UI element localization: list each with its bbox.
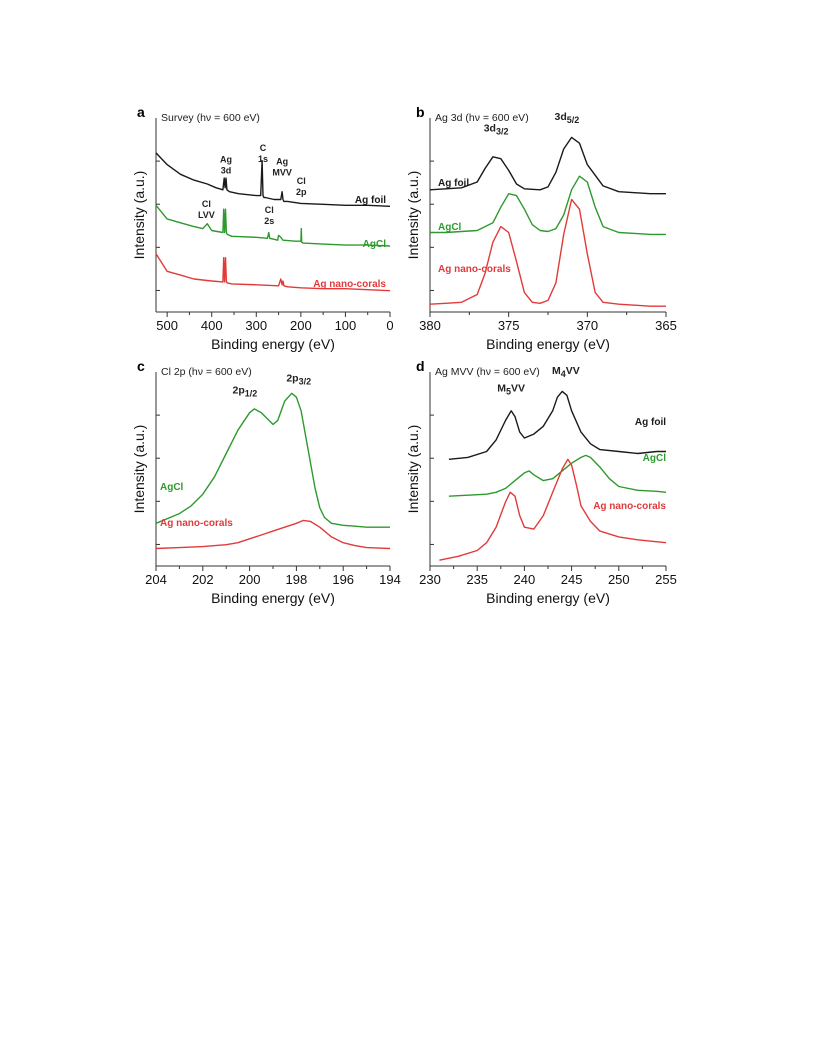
y-axis-label: Intensity (a.u.) <box>131 171 147 260</box>
peak-annotation: Ag <box>276 157 288 167</box>
peak-annotation: 2s <box>264 216 274 226</box>
x-tick-label: 200 <box>290 318 312 333</box>
peak-annotation: 3d <box>221 166 232 176</box>
series-line-agcl <box>448 454 667 497</box>
x-axis-label: Binding energy (eV) <box>211 590 335 606</box>
x-tick-label: 240 <box>514 572 536 587</box>
peak-annotation: 1s <box>258 154 268 164</box>
series-label: AgCl <box>438 222 462 233</box>
peak-annotation: LVV <box>198 210 215 220</box>
series-label: Ag foil <box>355 195 386 206</box>
peak-annotation: MVV <box>272 168 292 178</box>
series-label: Ag nano-corals <box>593 501 666 512</box>
x-axis-label: Binding energy (eV) <box>486 590 610 606</box>
panel-letter: d <box>416 358 425 374</box>
panel-title: Ag MVV (hν = 600 eV) <box>435 366 540 378</box>
peak-annotation: 2p <box>296 187 307 197</box>
series-line-agcl <box>430 175 666 236</box>
x-tick-label: 250 <box>608 572 630 587</box>
panel-b: 380 375 370 365 Binding energy (eV) Intensity… <box>405 104 677 352</box>
x-tick-label: 196 <box>332 572 354 587</box>
peak-annotation: 3d5/2 <box>554 111 579 125</box>
x-tick-label: 380 <box>419 318 441 333</box>
series-label: AgCl <box>643 453 667 464</box>
panel-letter: b <box>416 104 425 120</box>
peak-annotation: Cl <box>265 205 274 215</box>
series-label: Ag nano-corals <box>313 279 386 290</box>
peak-annotation: 2p3/2 <box>286 373 311 387</box>
series-line-ag-foil <box>448 390 666 460</box>
series-line-ag-foil <box>429 136 666 195</box>
peak-annotation: M5VV <box>497 382 525 396</box>
panel-c: 204 202 200 198 196 194 Binding energy (eV) Int… <box>131 358 401 606</box>
y-axis-label: Intensity (a.u.) <box>405 425 421 514</box>
peak-annotation: C <box>260 143 267 153</box>
x-axis-label: Binding energy (eV) <box>486 336 610 352</box>
series-line-agcl <box>155 392 390 528</box>
panel-letter: a <box>137 104 145 120</box>
panel-letter: c <box>137 358 145 374</box>
series-line-agcl <box>155 204 391 247</box>
x-tick-label: 0 <box>386 318 393 333</box>
x-tick-label: 202 <box>192 572 214 587</box>
x-tick-label: 200 <box>239 572 261 587</box>
series-line-ag-nano-corals <box>429 198 666 307</box>
series-label: Ag nano-corals <box>160 518 233 529</box>
panel-title: Cl 2p (hν = 600 eV) <box>161 366 252 378</box>
series-label: Ag nano-corals <box>438 264 511 275</box>
x-tick-label: 235 <box>466 572 488 587</box>
series-line-ag-nano-corals <box>155 519 391 550</box>
x-tick-label: 500 <box>156 318 178 333</box>
y-axis-label: Intensity (a.u.) <box>405 171 421 260</box>
x-tick-label: 194 <box>379 572 401 587</box>
peak-annotation: 2p1/2 <box>233 384 258 398</box>
x-tick-label: 204 <box>145 572 167 587</box>
peak-annotation: 3d3/2 <box>484 123 509 137</box>
panel-a: 500 400 300 200 100 0 Binding energy (eV) Inten… <box>131 104 394 352</box>
panel-title: Ag 3d (hν = 600 eV) <box>435 112 529 124</box>
series-line-ag-foil <box>155 152 391 207</box>
peak-annotation: Ag <box>220 155 232 165</box>
panel-title: Survey (hν = 600 eV) <box>161 112 260 124</box>
x-tick-label: 255 <box>655 572 677 587</box>
x-tick-label: 300 <box>245 318 267 333</box>
x-tick-label: 370 <box>576 318 598 333</box>
series-line-ag-nano-corals <box>155 253 391 292</box>
panel-d: 230 235 240 245 250 255 Binding energy (eV) Int… <box>405 358 677 606</box>
series-label: Ag foil <box>635 417 666 428</box>
peak-annotation: M4VV <box>552 365 580 379</box>
x-tick-label: 400 <box>201 318 223 333</box>
series-label: Ag foil <box>438 178 469 189</box>
y-axis-label: Intensity (a.u.) <box>131 425 147 514</box>
x-tick-label: 198 <box>286 572 308 587</box>
x-tick-label: 100 <box>335 318 357 333</box>
x-tick-label: 365 <box>655 318 677 333</box>
series-label: AgCl <box>363 239 387 250</box>
series-line-ag-nano-corals <box>439 458 667 561</box>
x-tick-label: 245 <box>561 572 583 587</box>
peak-annotation: Cl <box>202 199 211 209</box>
x-tick-label: 230 <box>419 572 441 587</box>
series-label: AgCl <box>160 482 184 493</box>
peak-annotation: Cl <box>297 176 306 186</box>
x-tick-label: 375 <box>498 318 520 333</box>
x-axis-label: Binding energy (eV) <box>211 336 335 352</box>
